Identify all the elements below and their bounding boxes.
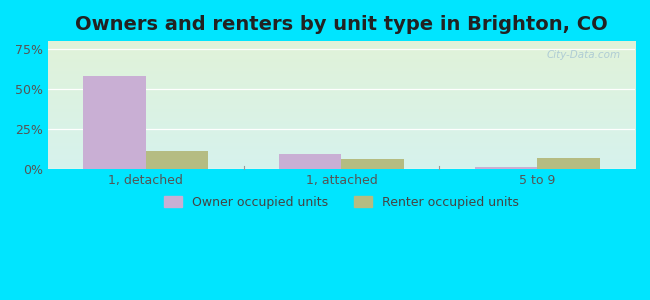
Bar (279, 154, 341, 169)
Bar (146, 151, 209, 169)
Bar (537, 158, 600, 169)
Bar (83, 76, 146, 169)
Bar (341, 159, 404, 169)
Text: City-Data.com: City-Data.com (546, 50, 620, 60)
Legend: Owner occupied units, Renter occupied units: Owner occupied units, Renter occupied un… (159, 191, 524, 214)
Title: Owners and renters by unit type in Brighton, CO: Owners and renters by unit type in Brigh… (75, 15, 608, 34)
Bar (474, 167, 537, 169)
